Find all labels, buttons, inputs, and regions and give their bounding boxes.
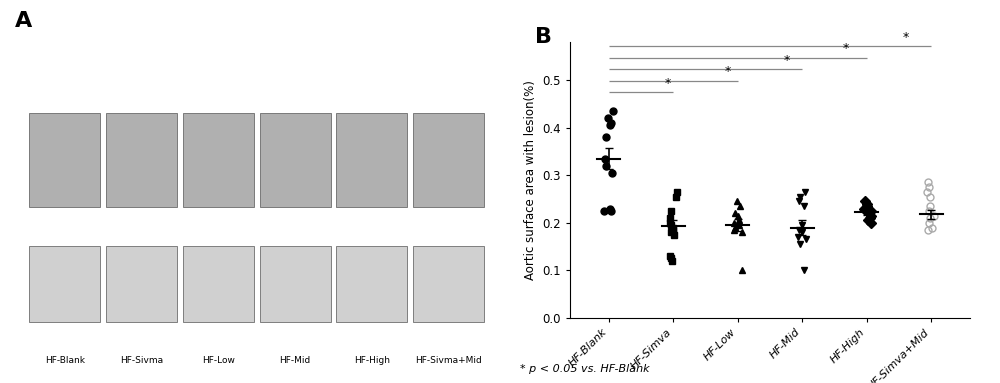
Text: *: *: [843, 43, 849, 56]
Text: *: *: [724, 65, 731, 78]
Text: *: *: [784, 54, 790, 67]
Text: HF-Mid: HF-Mid: [279, 356, 311, 365]
FancyBboxPatch shape: [413, 246, 484, 322]
Text: HF-Sivma+Mid: HF-Sivma+Mid: [415, 356, 482, 365]
Text: HF-Blank: HF-Blank: [45, 356, 85, 365]
FancyBboxPatch shape: [29, 113, 100, 207]
FancyBboxPatch shape: [260, 246, 331, 322]
FancyBboxPatch shape: [336, 113, 407, 207]
Text: HF-High: HF-High: [354, 356, 390, 365]
FancyBboxPatch shape: [29, 246, 100, 322]
FancyBboxPatch shape: [260, 113, 331, 207]
Text: B: B: [535, 27, 552, 47]
FancyBboxPatch shape: [106, 246, 177, 322]
Text: HF-Sivma: HF-Sivma: [120, 356, 163, 365]
FancyBboxPatch shape: [413, 113, 484, 207]
Text: * p < 0.05 vs. HF-Blank: * p < 0.05 vs. HF-Blank: [520, 364, 650, 374]
Text: HF-Low: HF-Low: [202, 356, 235, 365]
Text: *: *: [665, 77, 671, 90]
FancyBboxPatch shape: [183, 246, 254, 322]
Y-axis label: Aortic surface area with lesion(%): Aortic surface area with lesion(%): [524, 80, 537, 280]
Text: A: A: [15, 11, 32, 31]
FancyBboxPatch shape: [336, 246, 407, 322]
FancyBboxPatch shape: [106, 113, 177, 207]
Text: *: *: [902, 31, 909, 44]
FancyBboxPatch shape: [183, 113, 254, 207]
